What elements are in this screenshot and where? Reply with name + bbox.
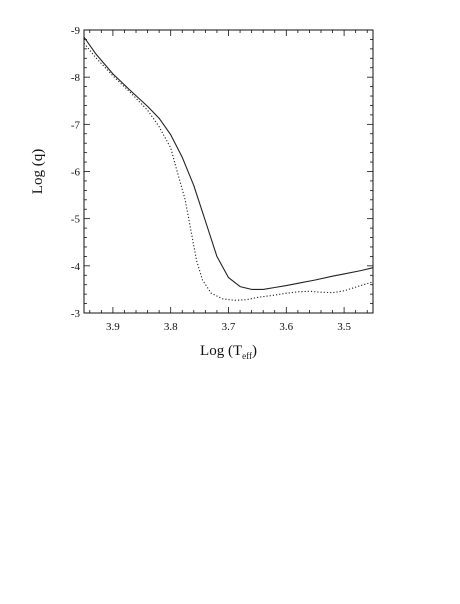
y-tick-label: -8 [71,72,81,84]
x-tick-label: 3.8 [164,321,178,333]
x-axis-title-close: ) [252,343,257,359]
y-tick-label: -5 [71,214,81,226]
y-tick-label: -6 [71,167,81,179]
x-tick-label: 3.7 [222,321,236,333]
tick-labels-layer: 3.9 3.8 3.7 3.6 3.5 -9 -8 -7 -6 -5 -4 -3 [71,25,352,333]
ticks-layer [84,29,373,314]
y-axis-title: Log (q) [30,149,46,194]
plot-area-frame [83,29,374,314]
y-tick-label: -9 [71,25,81,37]
x-tick-label: 3.9 [106,321,120,333]
x-tick-label: 3.6 [279,321,293,333]
series-solid-line [83,36,374,290]
series-layer [83,36,374,301]
y-tick-label: -4 [71,261,81,273]
y-tick-label: -3 [71,308,81,320]
series-dotted-line [83,42,374,301]
x-tick-label: 3.5 [337,321,351,333]
x-axis-title-subscript: eff [242,351,252,361]
x-axis-title: Log (Teff) [200,343,257,361]
x-axis-title-main: Log (T [200,343,242,359]
y-tick-label: -7 [71,119,81,131]
